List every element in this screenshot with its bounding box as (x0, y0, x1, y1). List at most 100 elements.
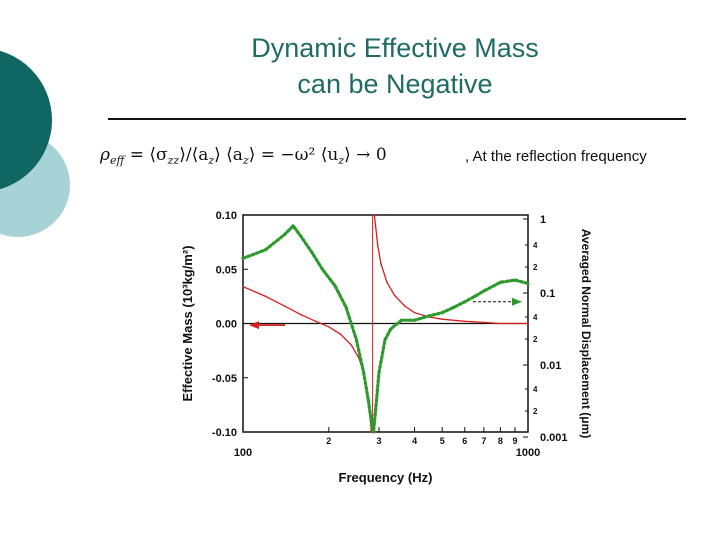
formula-part-4: ⟩ = −ω² ⟨u (248, 145, 339, 165)
series-averaged-normal-displacement-point (291, 224, 295, 228)
series-averaged-normal-displacement-point (526, 281, 530, 285)
series-averaged-normal-displacement-point (354, 338, 359, 342)
series-averaged-normal-displacement-point (320, 267, 325, 271)
title-line-2: can be Negative (297, 69, 493, 99)
series-averaged-normal-displacement-point (389, 327, 393, 331)
displacement-arrow-head (512, 297, 522, 306)
series-effective-mass-point (404, 305, 406, 307)
series-averaged-normal-displacement-point (440, 311, 444, 315)
series-averaged-normal-displacement-point (310, 251, 314, 255)
x-tick-label: 1000 (516, 447, 540, 459)
series-averaged-normal-displacement-point (366, 397, 370, 402)
x-tick-label: 5 (440, 436, 445, 446)
series-effective-mass-point (527, 322, 529, 325)
y-tick-label: -0.10 (212, 427, 237, 439)
effective-mass-arrow-head (249, 321, 259, 330)
series-effective-mass-point (264, 295, 267, 298)
formula-sub-eff: eff (110, 154, 125, 167)
series-effective-mass-point (370, 431, 373, 433)
series-averaged-normal-displacement-point (241, 256, 245, 260)
series-effective-mass-point (350, 344, 353, 346)
series-effective-mass-point (483, 321, 485, 324)
series-averaged-normal-displacement-point (377, 370, 381, 374)
series-effective-mass-point (242, 285, 244, 288)
series-averaged-normal-displacement-point (333, 283, 337, 288)
x-axis-title: Frequency (Hz) (339, 470, 433, 485)
series-effective-mass-point (463, 320, 466, 323)
formula-part-1: = ⟨σ (124, 145, 168, 165)
series-effective-mass-point (374, 225, 377, 227)
series-effective-mass-point (441, 318, 444, 320)
series-averaged-normal-displacement-point (369, 419, 373, 423)
x-tick-label: 8 (498, 436, 503, 446)
series-effective-mass-point (314, 320, 317, 323)
series-effective-mass-point (300, 314, 302, 316)
y2-tick-label: 0.001 (540, 432, 568, 444)
y-tick-label: 0.00 (216, 319, 237, 331)
formula-sub-zz: zz (167, 154, 180, 167)
series-averaged-normal-displacement-point (374, 408, 378, 412)
x-tick-label: 100 (234, 447, 252, 459)
series-effective-mass-line (242, 286, 372, 433)
series-averaged-normal-displacement-point (412, 318, 417, 322)
series-averaged-normal-displacement-point (473, 294, 477, 298)
series-effective-mass-point (499, 322, 502, 325)
x-tick-label: 4 (412, 436, 417, 446)
formula-sub-z1: z (208, 154, 215, 167)
series-averaged-normal-displacement-point (263, 248, 268, 252)
series-averaged-normal-displacement-point (427, 314, 431, 318)
y2-minor-label: 4 (533, 241, 538, 250)
series-effective-mass-point (413, 311, 416, 314)
x-tick-label: 6 (462, 436, 467, 446)
series-averaged-normal-displacement-point (498, 280, 502, 284)
formula-sub-z3: z (338, 154, 345, 167)
title-line-1: Dynamic Effective Mass (251, 33, 539, 63)
y2-tick-label: 0.01 (540, 360, 561, 372)
series-effective-mass-point (380, 263, 382, 265)
series-averaged-normal-displacement-point (344, 305, 348, 309)
series-averaged-normal-displacement-point (513, 278, 517, 282)
y2-minor-label: 2 (533, 263, 538, 272)
series-averaged-normal-displacement-point (452, 305, 456, 309)
series-effective-mass-point (514, 322, 516, 325)
formula-part-2: ⟩/⟨a (179, 145, 209, 165)
x-tick-label: 7 (481, 436, 486, 446)
y-axis-title: Effective Mass (10³kg/m²) (180, 245, 195, 401)
series-effective-mass-point (283, 305, 286, 307)
series-averaged-normal-displacement-line (241, 223, 530, 433)
series-averaged-normal-displacement-point (463, 300, 467, 304)
series-averaged-normal-displacement-point (362, 370, 366, 374)
series-averaged-normal-displacement-point (383, 338, 387, 342)
series-effective-mass-point (386, 281, 388, 284)
series-effective-mass-point (393, 294, 396, 297)
y2-tick-label: 1 (540, 214, 546, 226)
formula-caption: , At the reflection frequency (465, 148, 647, 165)
series-averaged-normal-displacement-point (371, 430, 376, 434)
y-tick-label: -0.05 (212, 373, 237, 385)
formula-part-3: ⟩ ⟨a (214, 145, 243, 165)
title-divider (108, 118, 686, 120)
series-averaged-normal-displacement-point (299, 235, 303, 239)
decorative-circles (0, 50, 70, 237)
formula-rho: ρ (100, 145, 110, 165)
effective-mass-formula: ρeff = ⟨σzz⟩/⟨az⟩ ⟨az⟩ = −ω² ⟨uz⟩ → 0 (100, 145, 387, 167)
y-tick-label: 0.10 (216, 210, 237, 222)
y2-minor-label: 4 (533, 385, 538, 394)
series-averaged-normal-displacement-point (399, 318, 404, 322)
slide-title: Dynamic Effective Mass can be Negative (130, 30, 660, 102)
y-tick-label: 0.05 (216, 264, 237, 276)
y2-minor-label: 2 (533, 407, 538, 416)
series-effective-mass-point (376, 244, 379, 247)
series-effective-mass-point (373, 214, 376, 216)
x-tick-label: 3 (376, 436, 381, 446)
x-tick-label: 2 (326, 436, 331, 446)
y2-minor-label: 4 (533, 313, 538, 322)
x-tick-label: 9 (512, 436, 517, 446)
y2-minor-label: 2 (533, 335, 538, 344)
series-effective-mass-point (339, 333, 342, 336)
formula-sub-z2: z (242, 154, 249, 167)
formula-part-5: ⟩ → 0 (344, 145, 387, 165)
series-averaged-normal-displacement-point (283, 232, 287, 237)
y2-tick-label: 0.1 (540, 288, 555, 300)
